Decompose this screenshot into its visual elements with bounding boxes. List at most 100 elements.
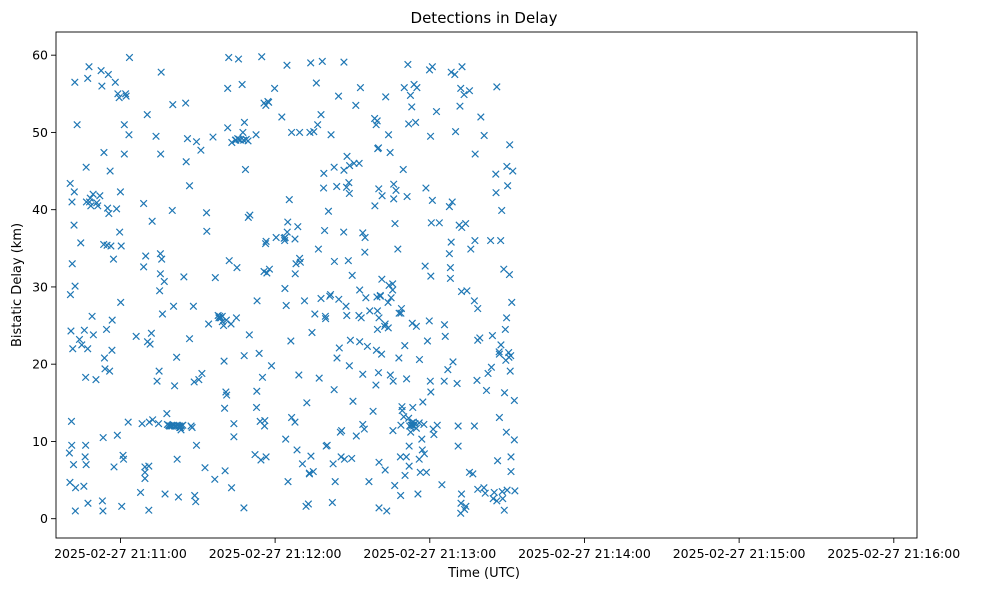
- data-point: [219, 321, 228, 330]
- data-point: [245, 331, 254, 339]
- x-tick-label: 2025-02-27 21:13:00: [363, 546, 496, 561]
- data-point: [118, 502, 126, 511]
- data-point: [82, 460, 90, 469]
- data-point: [157, 68, 165, 76]
- data-point: [211, 273, 220, 282]
- data-point: [493, 457, 502, 465]
- data-point: [320, 226, 329, 235]
- data-point: [493, 83, 501, 91]
- data-point: [330, 257, 339, 266]
- data-point: [318, 57, 327, 66]
- data-point: [361, 248, 369, 256]
- data-point: [291, 235, 299, 243]
- data-point: [83, 74, 92, 83]
- data-point: [333, 182, 341, 191]
- data-point: [110, 463, 118, 471]
- data-point: [423, 337, 432, 345]
- data-point: [300, 297, 309, 305]
- data-point: [486, 236, 495, 245]
- data-point: [473, 376, 481, 385]
- data-point: [405, 442, 413, 450]
- data-point: [414, 490, 422, 498]
- data-point: [381, 93, 390, 101]
- data-point: [360, 425, 369, 433]
- data-point: [389, 377, 397, 385]
- data-point: [477, 113, 485, 121]
- data-point: [230, 433, 238, 441]
- data-point: [440, 321, 449, 329]
- data-point: [295, 128, 304, 137]
- data-point: [355, 338, 364, 346]
- data-point: [428, 196, 437, 205]
- data-point: [425, 317, 433, 325]
- data-point: [87, 202, 95, 210]
- data-point: [281, 435, 290, 443]
- data-point: [447, 238, 455, 246]
- data-point: [70, 188, 79, 196]
- data-point: [511, 487, 519, 495]
- data-point: [375, 458, 383, 467]
- data-point: [373, 117, 381, 125]
- data-point: [427, 388, 435, 396]
- data-point: [361, 233, 369, 242]
- data-point: [430, 430, 438, 439]
- data-point: [327, 131, 335, 139]
- data-point: [500, 265, 508, 273]
- data-point: [267, 362, 276, 370]
- data-point: [413, 83, 421, 92]
- data-point: [220, 404, 229, 412]
- data-point: [495, 413, 504, 422]
- data-point: [383, 507, 391, 515]
- data-point: [121, 90, 130, 98]
- data-point: [406, 428, 415, 436]
- data-point: [389, 195, 398, 203]
- data-point: [412, 424, 421, 433]
- data-point: [432, 107, 441, 116]
- data-point: [148, 217, 156, 225]
- data-point: [108, 316, 116, 324]
- data-point: [462, 502, 470, 511]
- data-point: [460, 90, 468, 99]
- data-point: [359, 370, 367, 378]
- data-point: [326, 290, 335, 299]
- data-point: [104, 70, 113, 79]
- data-point: [203, 227, 211, 236]
- data-point: [239, 128, 247, 137]
- data-point: [154, 419, 163, 428]
- data-point: [395, 309, 403, 317]
- data-point: [99, 433, 107, 442]
- data-point: [161, 490, 169, 498]
- data-point: [409, 403, 417, 412]
- data-point: [108, 346, 116, 355]
- data-point: [81, 453, 89, 461]
- data-point: [71, 282, 79, 290]
- data-point: [359, 229, 367, 237]
- data-point: [337, 426, 346, 435]
- data-point: [435, 219, 444, 227]
- data-point: [262, 453, 270, 461]
- data-point: [190, 491, 199, 500]
- data-point: [305, 470, 314, 478]
- data-point: [230, 419, 238, 428]
- data-point: [446, 274, 455, 283]
- data-point: [116, 188, 125, 196]
- data-point: [488, 331, 497, 340]
- data-point: [375, 185, 383, 193]
- data-point: [503, 162, 511, 171]
- data-point: [330, 385, 338, 394]
- data-point: [317, 110, 325, 119]
- data-point: [132, 332, 140, 341]
- data-point: [356, 83, 365, 92]
- data-point: [365, 477, 373, 486]
- data-point: [253, 297, 261, 305]
- data-point: [454, 422, 462, 430]
- data-point: [389, 426, 397, 435]
- data-point: [405, 462, 413, 470]
- data-point: [461, 219, 470, 228]
- data-point: [457, 490, 466, 498]
- data-point: [347, 454, 356, 463]
- data-point: [98, 82, 106, 90]
- data-point: [67, 417, 76, 426]
- data-point: [388, 286, 397, 294]
- data-point: [451, 70, 459, 79]
